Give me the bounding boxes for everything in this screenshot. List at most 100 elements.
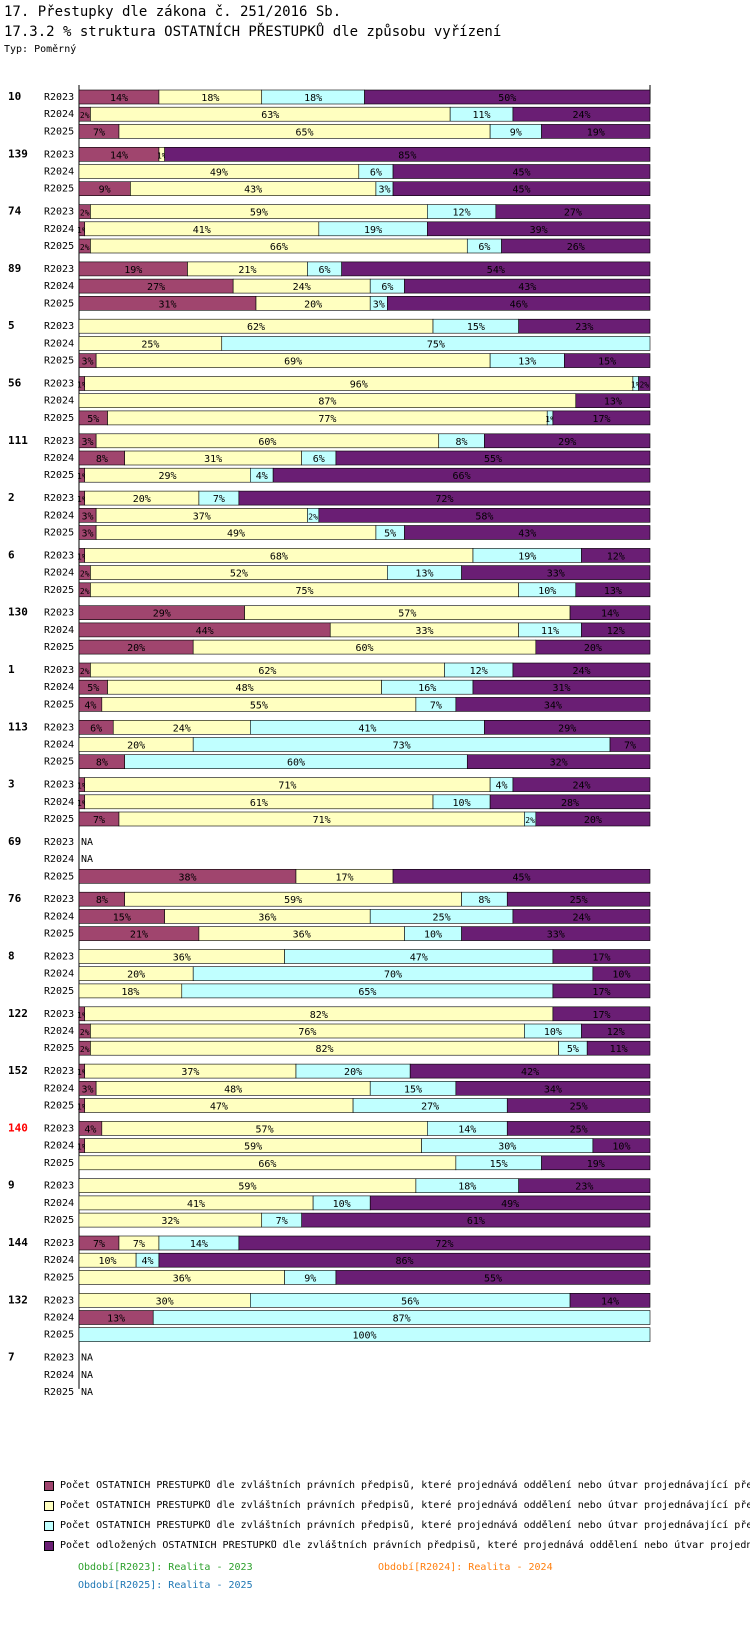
period-label: R2024 <box>44 854 74 865</box>
data-label: 60% <box>287 758 305 769</box>
data-label: 70% <box>384 970 402 981</box>
period-label: R2025 <box>44 126 74 137</box>
data-label: 41% <box>358 723 376 734</box>
data-label: 45% <box>512 185 530 196</box>
data-label: 12% <box>607 626 625 637</box>
data-label: 62% <box>247 322 265 333</box>
period-label: R2023 <box>44 722 74 733</box>
bar-segment <box>495 204 651 219</box>
data-label: 1% <box>77 226 87 235</box>
chart-title-main: 17. Přestupky dle zákona č. 251/2016 Sb. <box>4 4 342 20</box>
chart-title-sub: 17.3.2 % struktura OSTATNÍCH PŘESTUPKŮ d… <box>4 24 502 40</box>
period-label: R2023 <box>44 264 74 275</box>
data-label: 47% <box>410 953 428 964</box>
period-label: R2023 <box>44 1238 74 1249</box>
group-label: 56 <box>8 377 22 390</box>
period-label: R2025 <box>44 470 74 481</box>
data-label: 29% <box>558 723 576 734</box>
bar-segment <box>427 221 651 237</box>
data-label: 18% <box>121 987 139 998</box>
data-label: 63% <box>261 110 279 121</box>
data-label: 59% <box>284 895 302 906</box>
bar-segment <box>461 926 651 941</box>
data-label: 7% <box>93 815 105 826</box>
data-label: 38% <box>178 872 196 883</box>
data-label: 5% <box>384 529 396 540</box>
bar-segment <box>484 433 651 449</box>
bar-segment <box>152 1310 651 1325</box>
bar-segment <box>541 124 651 139</box>
group-label: 3 <box>8 778 15 791</box>
period-label: R2024 <box>44 1313 74 1324</box>
bar-segment <box>512 777 651 792</box>
data-label: 2% <box>80 1028 90 1037</box>
bar-segment <box>535 811 651 827</box>
data-label: 29% <box>558 437 576 448</box>
period-label: R2023 <box>44 1066 74 1077</box>
data-label: 82% <box>315 1044 333 1055</box>
data-label: 73% <box>393 741 411 752</box>
data-label: 1% <box>77 552 87 561</box>
data-label: 20% <box>127 741 145 752</box>
data-label: 31% <box>204 454 222 465</box>
data-label: 62% <box>258 666 276 677</box>
period-label: R2024 <box>44 1026 74 1037</box>
data-label: 20% <box>344 1067 362 1078</box>
data-label: 10% <box>424 930 442 941</box>
data-label: 1% <box>545 415 555 424</box>
data-label: 14% <box>190 1239 208 1250</box>
data-label: 34% <box>544 1084 562 1095</box>
data-label: 10% <box>453 798 471 809</box>
data-label: 29% <box>158 471 176 482</box>
data-label: 37% <box>181 1067 199 1078</box>
data-label: 43% <box>244 185 262 196</box>
period-label: R2024 <box>44 167 74 178</box>
data-label: 11% <box>473 110 491 121</box>
data-label: 4% <box>141 1256 153 1267</box>
data-label: 17% <box>592 953 610 964</box>
data-label: 100% <box>352 1331 376 1342</box>
group-label: 132 <box>8 1293 28 1306</box>
legend-text-1: Počet OSTATNÍCH PŘESTUPKŮ dle zvláštních… <box>60 1480 750 1491</box>
period-label: R2023 <box>44 1295 74 1306</box>
period-label: R2025 <box>44 413 74 424</box>
bar-segment <box>238 1235 651 1251</box>
bar-segment <box>78 1327 651 1342</box>
data-label: 6% <box>381 282 393 293</box>
data-label: 37% <box>193 511 211 522</box>
period-label: R2025 <box>44 871 74 882</box>
legend-swatch-2 <box>44 1501 54 1511</box>
data-label: 1% <box>77 1143 87 1152</box>
data-label: 87% <box>318 397 336 408</box>
data-label: 11% <box>541 626 559 637</box>
bar-segment <box>512 909 651 924</box>
group-label: 130 <box>8 606 28 619</box>
bar-segment <box>535 639 651 655</box>
data-label: 17% <box>592 414 610 425</box>
data-label: 57% <box>256 1124 274 1135</box>
data-label: 55% <box>484 454 502 465</box>
data-label: 2% <box>80 111 90 120</box>
data-label: 4% <box>84 700 96 711</box>
data-label: 3% <box>373 299 385 310</box>
group-label: 139 <box>8 147 28 160</box>
data-label: 33% <box>547 569 565 580</box>
data-label: 27% <box>564 208 582 219</box>
period-label: R2025 <box>44 1272 74 1283</box>
period-label: R2025 <box>44 356 74 367</box>
period-label: R2025 <box>44 929 74 940</box>
data-label: 57% <box>398 609 416 620</box>
stacked-bar-chart: 10 R2023 14% 18% 18% 50%R2024 2% 63% 11% 24%R2025… <box>8 85 651 1398</box>
data-label: 24% <box>572 666 590 677</box>
data-label: 3% <box>378 185 390 196</box>
bar-segment <box>575 393 651 409</box>
data-label: 72% <box>435 494 453 505</box>
period-legend-2025: Období[R2025]: Realita - 2025 <box>78 1580 253 1591</box>
data-label: 10% <box>544 1027 562 1038</box>
bar-segment <box>581 548 651 563</box>
period-label: R2023 <box>44 149 74 160</box>
data-label: 71% <box>278 781 296 792</box>
data-label: 14% <box>458 1124 476 1135</box>
period-label: R2024 <box>44 224 74 235</box>
period-label: R2024 <box>44 911 74 922</box>
